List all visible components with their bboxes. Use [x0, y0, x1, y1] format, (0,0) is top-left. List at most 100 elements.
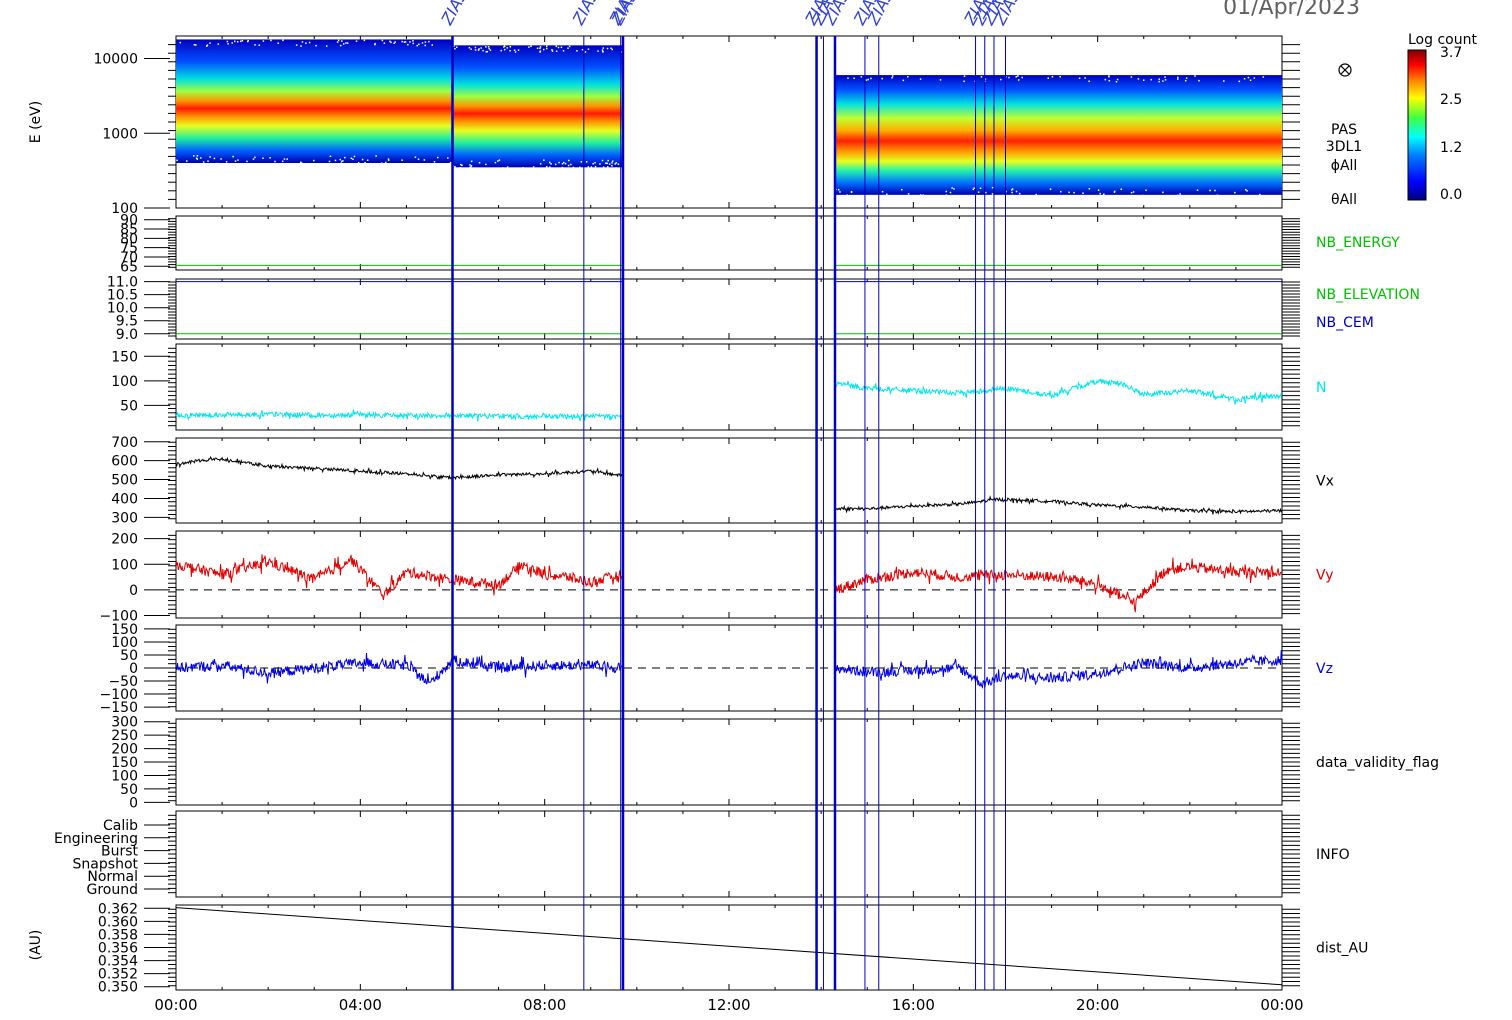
spectrogram-speckle	[404, 41, 407, 43]
spectrogram-speckle	[1216, 194, 1219, 197]
spectrogram-speckle	[611, 160, 614, 162]
ytick-label: 0.362	[98, 901, 138, 917]
spectrogram-speckle	[207, 160, 209, 162]
spectrogram-speckle	[532, 166, 535, 168]
spectrogram-speckle	[555, 45, 558, 48]
spectrogram-speckle	[1150, 78, 1152, 81]
spectrogram-speckle	[1234, 191, 1236, 194]
spectrogram-speckle	[282, 39, 284, 42]
spectrogram-speckle	[1011, 189, 1013, 191]
panel-distance	[168, 904, 1300, 991]
spectrogram-speckle	[1011, 188, 1014, 190]
spectrogram-speckle	[963, 80, 965, 83]
spectrogram-speckle	[1184, 79, 1187, 82]
spectrogram-speckle	[584, 51, 587, 53]
spectrogram-speckle	[192, 162, 195, 165]
ytick-label: 10000	[93, 52, 138, 68]
time-tick-label: 00:00	[1260, 996, 1303, 1014]
spectrogram-speckle	[487, 46, 490, 48]
spectrogram-speckle	[506, 166, 509, 168]
spectrogram-speckle	[514, 51, 517, 53]
series-line-N	[834, 378, 1283, 405]
time-tick-label: 00:00	[154, 996, 197, 1014]
ytick-label: 0	[129, 583, 138, 599]
ytick-label: 100	[111, 635, 138, 651]
spectrogram-segment	[834, 75, 1282, 195]
spectrogram-speckle	[608, 163, 611, 165]
spectrogram-speckle	[341, 160, 343, 163]
spectrogram-speckle	[1145, 189, 1147, 192]
spectrogram-speckle	[234, 160, 237, 162]
spectrogram-speckle	[610, 47, 612, 50]
series-line-Vz	[834, 650, 1283, 689]
spectrogram-speckle	[403, 41, 406, 43]
spectrogram-speckle	[611, 48, 613, 51]
panel-nb-energy	[168, 215, 1300, 271]
spectrogram-speckle	[346, 162, 349, 165]
spectrogram-speckle	[220, 158, 222, 160]
spectrogram-speckle	[384, 161, 387, 164]
spectrogram-speckle	[587, 48, 590, 50]
spectrogram-speckle	[325, 45, 328, 47]
spectrogram-speckle	[973, 187, 975, 189]
panel-info	[168, 810, 1300, 898]
series-line-Vy	[175, 554, 624, 601]
spectrogram-speckle	[1108, 75, 1110, 78]
panel-validity	[168, 718, 1300, 806]
ytick-label: Ground	[87, 882, 139, 898]
spectrogram-speckle	[881, 77, 883, 80]
spectrogram-speckle	[919, 78, 922, 80]
spectrogram-speckle	[1011, 194, 1014, 197]
spectrogram-speckle	[262, 157, 264, 159]
spectrogram-speckle	[551, 48, 553, 51]
spectrogram-speckle	[1262, 76, 1265, 78]
legend-NB_ELEVATION: NB_ELEVATION	[1316, 287, 1420, 303]
legend-Vy: Vy	[1316, 568, 1334, 584]
spectrogram-speckle	[1113, 191, 1116, 193]
spectrogram-speckle	[409, 41, 411, 43]
spectrogram-speckle	[509, 49, 511, 52]
spectrogram-speckle	[1162, 191, 1164, 194]
ytick-label: 150	[111, 755, 138, 771]
spectrogram-speckle	[853, 77, 855, 80]
spectrogram-speckle	[558, 161, 560, 164]
spectrogram-speckle	[226, 40, 229, 43]
spectrogram-speckle	[217, 43, 220, 45]
spectrogram-speckle	[615, 162, 618, 164]
spectrogram-speckle	[530, 45, 532, 48]
spectrogram-speckle	[901, 188, 903, 191]
spectrogram-speckle	[195, 44, 197, 46]
spectrogram-speckle	[1116, 78, 1119, 81]
spectrogram-speckle	[594, 161, 596, 164]
spectrogram-speckle	[254, 44, 256, 46]
spectrogram-speckle	[412, 42, 415, 45]
ytick-label: 100	[111, 374, 138, 390]
ytick-label: 100	[111, 201, 138, 217]
spectrogram-speckle	[412, 40, 414, 42]
ytick-label: 75	[120, 241, 138, 257]
spectrogram-speckle	[312, 159, 315, 162]
spectrogram-speckle	[1099, 192, 1101, 195]
spectrogram-speckle	[549, 161, 551, 164]
spectrogram-speckle	[301, 41, 304, 43]
spectrogram-speckle	[972, 188, 975, 191]
spectrogram-speckle	[963, 75, 966, 77]
cross-circle-icon-mark	[1340, 65, 1350, 75]
spectrogram-speckle	[380, 162, 383, 164]
spectrogram-speckle	[1084, 77, 1086, 79]
ytick-label: 400	[111, 491, 138, 507]
ytick-label: 10.5	[107, 288, 138, 304]
spectrogram-speckle	[561, 162, 564, 165]
ytick-label: 0.360	[98, 914, 138, 930]
ytick-label: −50	[108, 674, 138, 690]
spectrogram-speckle	[258, 44, 260, 46]
spectrogram-speckle	[498, 159, 501, 161]
spectrogram-speckle	[562, 50, 565, 52]
spectrogram-speckle	[572, 166, 575, 169]
spectrogram-speckle	[907, 76, 909, 78]
spectrogram-speckle	[1068, 191, 1070, 194]
spectrogram-speckle	[945, 190, 948, 193]
spectrogram-speckle	[991, 186, 994, 189]
spectrogram-speckle	[447, 157, 449, 159]
spectrogram-speckle	[414, 156, 417, 158]
